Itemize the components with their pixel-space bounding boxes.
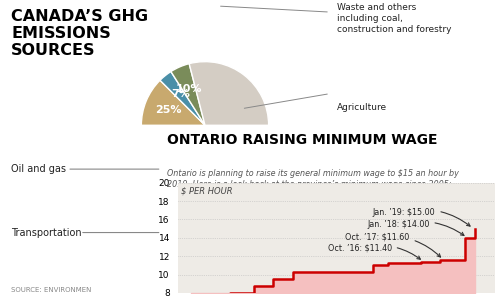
Text: SOURCE: ENVIRONMEN: SOURCE: ENVIRONMEN [11, 287, 92, 293]
Text: Ontario is planning to raise its general minimum wage to $15 an hour by
2019. He: Ontario is planning to raise its general… [167, 169, 458, 189]
Text: Waste and others
including coal,
construction and forestry: Waste and others including coal, constru… [337, 3, 452, 34]
Text: 10%: 10% [176, 84, 203, 94]
Text: Jan. ’19: $15.00: Jan. ’19: $15.00 [373, 207, 470, 226]
Text: $ PER HOUR: $ PER HOUR [180, 186, 233, 195]
Text: CANADA’S GHG
EMISSIONS
SOURCES: CANADA’S GHG EMISSIONS SOURCES [11, 9, 148, 58]
Text: Oil and gas: Oil and gas [11, 164, 66, 174]
Text: 7%: 7% [171, 89, 190, 99]
Text: Agriculture: Agriculture [337, 103, 387, 112]
Text: Jan. ’18: $14.00: Jan. ’18: $14.00 [367, 220, 464, 236]
Text: 25%: 25% [156, 105, 182, 115]
Text: ONTARIO RAISING MINIMUM WAGE: ONTARIO RAISING MINIMUM WAGE [167, 133, 437, 147]
Wedge shape [171, 64, 205, 125]
Wedge shape [160, 72, 205, 125]
Wedge shape [189, 62, 268, 125]
Text: Transportation: Transportation [11, 227, 82, 238]
Text: Feb. ’05: $7.45: Feb. ’05: $7.45 [0, 301, 1, 302]
Text: Oct. ’16: $11.40: Oct. ’16: $11.40 [328, 243, 420, 259]
Wedge shape [142, 80, 205, 125]
Text: Oct. ’17: $11.60: Oct. ’17: $11.60 [346, 233, 440, 257]
